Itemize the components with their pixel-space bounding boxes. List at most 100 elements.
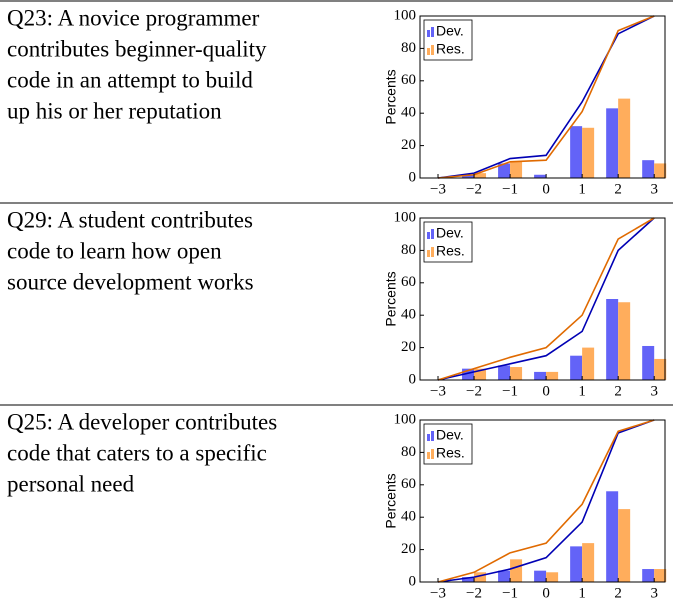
legend-swatch <box>427 434 430 441</box>
question-line: source development works <box>7 269 254 294</box>
x-tick-label: −2 <box>466 585 482 601</box>
legend-label: Res. <box>436 445 465 461</box>
y-tick-label: 80 <box>401 242 416 258</box>
bar <box>654 358 667 380</box>
bar <box>474 368 487 380</box>
bar <box>534 371 547 380</box>
x-tick-label: 1 <box>578 181 586 197</box>
bar <box>654 163 667 178</box>
bar <box>498 163 511 178</box>
y-tick-label: 40 <box>401 105 416 121</box>
y-tick-label: 60 <box>401 274 416 290</box>
y-tick-label: 0 <box>409 371 417 387</box>
bar <box>570 126 583 178</box>
x-tick-label: 0 <box>542 585 550 601</box>
legend-swatch <box>431 431 434 441</box>
y-tick-label: 100 <box>394 411 417 427</box>
question-line: Q29: A student contributes <box>7 207 253 232</box>
y-axis-label: Percents <box>383 473 399 528</box>
x-tick-label: 2 <box>614 383 622 399</box>
question-line: Q23: A novice programmer <box>7 5 260 30</box>
legend-swatch <box>431 27 434 37</box>
legend-box <box>423 221 473 263</box>
bar <box>582 127 595 178</box>
y-tick-label: 60 <box>401 476 416 492</box>
cumulative-line <box>437 419 655 583</box>
question-line: Q25: A developer contributes <box>7 409 277 434</box>
x-tick-label: 3 <box>650 383 658 399</box>
legend-swatch <box>427 452 430 459</box>
bar <box>510 367 523 380</box>
legend-swatch <box>431 449 434 459</box>
legend-label: Dev. <box>436 23 464 39</box>
y-tick-label: 80 <box>401 40 416 56</box>
legend-swatch <box>431 247 434 257</box>
bar <box>462 368 475 380</box>
x-tick-label: 0 <box>542 383 550 399</box>
bar <box>618 509 631 582</box>
x-tick-label: 2 <box>614 585 622 601</box>
bar <box>510 559 523 582</box>
y-tick-label: 60 <box>401 72 416 88</box>
bar <box>642 160 655 178</box>
bar <box>462 577 475 582</box>
bar <box>606 299 619 380</box>
y-tick-label: 20 <box>401 541 416 557</box>
legend-label: Dev. <box>436 427 464 443</box>
x-tick-label: 1 <box>578 383 586 399</box>
y-tick-label: 40 <box>401 307 416 323</box>
question-line: code that caters to a specific <box>7 440 267 465</box>
bar <box>546 371 559 380</box>
bar <box>618 98 631 178</box>
legend-swatch <box>427 30 430 37</box>
bar <box>474 572 487 582</box>
plot-frame <box>419 15 666 179</box>
y-tick-label: 0 <box>409 573 417 589</box>
x-tick-label: −3 <box>430 585 446 601</box>
plot-frame <box>419 419 666 583</box>
chart: Q23: A novice programmer contributes begi… <box>7 5 667 197</box>
legend-swatch <box>431 45 434 55</box>
legend-swatch <box>427 48 430 55</box>
y-tick-label: 20 <box>401 339 416 355</box>
bar <box>474 173 487 178</box>
x-tick-label: 0 <box>542 181 550 197</box>
bar <box>642 345 655 380</box>
bar <box>546 572 559 582</box>
bar <box>534 174 547 178</box>
x-tick-label: −2 <box>466 181 482 197</box>
x-tick-label: 3 <box>650 585 658 601</box>
y-tick-label: 80 <box>401 444 416 460</box>
bar <box>498 365 511 380</box>
x-tick-label: −1 <box>502 383 518 399</box>
y-axis-label: Percents <box>383 271 399 326</box>
legend-swatch <box>427 232 430 239</box>
question-line: code to learn how open <box>7 238 222 263</box>
bar <box>582 543 595 582</box>
chart: Q25: A developer contributes code that ca… <box>7 409 667 601</box>
chart: Q29: A student contributes code to learn … <box>7 207 667 399</box>
x-tick-label: −2 <box>466 383 482 399</box>
question-line: contributes beginner-quality <box>7 36 267 61</box>
x-tick-label: 1 <box>578 585 586 601</box>
question-line: up his or her reputation <box>7 98 222 123</box>
y-tick-label: 0 <box>409 169 417 185</box>
question-line: personal need <box>7 471 135 496</box>
bar <box>618 302 631 380</box>
bar <box>498 570 511 582</box>
y-tick-label: 40 <box>401 509 416 525</box>
x-tick-label: −1 <box>502 585 518 601</box>
legend-label: Res. <box>436 41 465 57</box>
bar <box>606 491 619 582</box>
legend-label: Dev. <box>436 225 464 241</box>
x-tick-label: −3 <box>430 181 446 197</box>
legend-swatch <box>427 250 430 257</box>
legend-label: Res. <box>436 243 465 259</box>
x-tick-label: −1 <box>502 181 518 197</box>
bar <box>654 569 667 582</box>
question-line: code in an attempt to build <box>7 67 253 92</box>
cumulative-line <box>437 217 655 381</box>
plot-frame <box>419 217 666 381</box>
bar <box>510 161 523 178</box>
bar <box>570 546 583 582</box>
